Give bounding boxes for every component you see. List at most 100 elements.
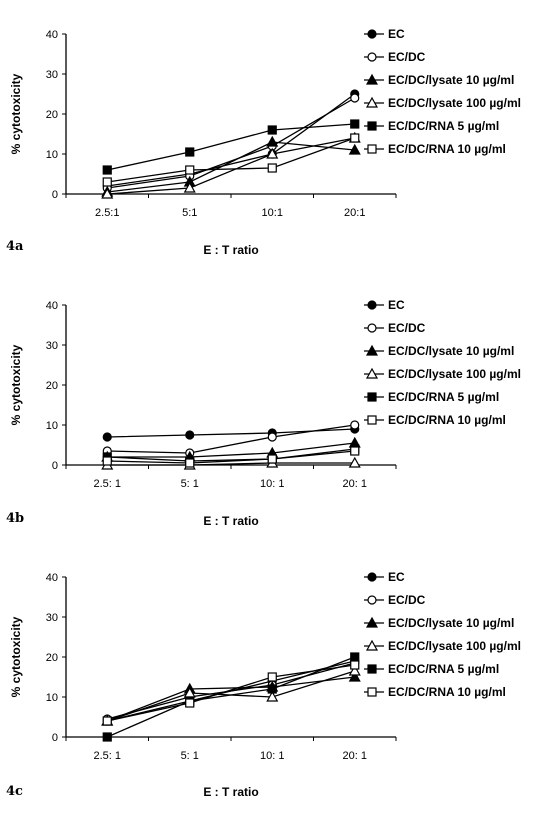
legend-label: EC	[388, 570, 405, 584]
series-line	[107, 442, 355, 458]
legend-marker	[367, 29, 377, 39]
y-axis-label: % cytotoxicity	[9, 344, 23, 425]
data-point	[267, 432, 277, 442]
panel-4c: 0 10 20 30 40 2.5: 1 5: 1 10: 1 20: 1 % cytotoxic…	[6, 570, 521, 799]
legend-label: EC/DC/RNA 5 µg/ml	[388, 662, 499, 676]
legend-entry: EC/DC/lysate 10 µg/ml	[364, 616, 514, 630]
data-point	[350, 446, 360, 456]
legend-marker	[367, 572, 377, 582]
series-line	[107, 93, 356, 187]
x-axis-label: E : T ratio	[203, 785, 258, 799]
y-tick-label: 20	[46, 652, 58, 664]
data-point	[350, 133, 360, 143]
x-tick-label: 20:1	[344, 207, 365, 219]
series-line	[107, 662, 355, 720]
series-line	[107, 448, 355, 462]
legend-label: EC/DC	[388, 593, 426, 607]
series-line	[106, 656, 355, 738]
data-point	[350, 119, 360, 129]
data-point	[183, 181, 196, 193]
series-3	[101, 436, 361, 462]
series-line	[107, 123, 355, 171]
panel-label: 4b	[6, 511, 24, 526]
data-point	[350, 420, 360, 430]
series-1	[102, 424, 360, 442]
legend-label: EC/DC/RNA 10 µg/ml	[388, 685, 506, 699]
data-point	[267, 454, 277, 464]
data-point	[185, 165, 195, 175]
panel-4b: 0 10 20 30 40 2.5: 1 5: 1 10: 1 20: 1 % cytotoxic…	[6, 298, 521, 528]
legend-entry: EC/DC	[364, 50, 426, 64]
y-tick-label: 20	[46, 109, 58, 121]
panel-4a: 0 10 20 30 40 2.5:1 5:1 10:1 20:1 % cytotoxicity E…	[6, 27, 521, 257]
x-tick-label: 2.5:1	[95, 207, 119, 219]
data-point	[102, 456, 112, 466]
x-axis-label: E : T ratio	[203, 243, 258, 257]
series-line	[107, 424, 355, 454]
series-line	[107, 676, 355, 722]
legend-marker	[367, 300, 377, 310]
data-point	[185, 458, 195, 468]
legend-marker	[367, 595, 377, 605]
x-tick-label: 5:1	[182, 207, 197, 219]
panel-label: 4c	[6, 784, 23, 799]
data-point	[350, 652, 360, 662]
data-point	[348, 143, 361, 155]
series-line	[107, 141, 355, 193]
series-line	[107, 450, 355, 464]
series-1	[102, 89, 360, 191]
data-point	[101, 187, 114, 199]
data-point	[348, 664, 361, 676]
legend-marker	[365, 367, 379, 379]
data-point	[266, 147, 279, 159]
y-tick-label: 30	[46, 340, 58, 352]
legend-marker	[365, 96, 379, 108]
legend-entry: EC	[364, 298, 405, 312]
legend-entry: EC/DC/RNA 5 µg/ml	[364, 390, 499, 404]
y-tick-label: 30	[46, 69, 58, 81]
legend-entry: EC/DC	[364, 321, 426, 335]
legend-marker	[367, 52, 377, 62]
x-tick-label: 10:1	[262, 207, 283, 219]
series-5	[102, 119, 360, 175]
data-point	[102, 177, 112, 187]
data-point	[267, 684, 277, 694]
data-point	[102, 732, 112, 742]
x-tick-label: 2.5: 1	[93, 478, 121, 490]
data-point	[348, 670, 361, 682]
legend-label: EC/DC/lysate 10 µg/ml	[388, 73, 514, 87]
legend-label: EC/DC/lysate 100 µg/ml	[388, 367, 521, 381]
legend-marker	[365, 344, 379, 356]
series-line	[107, 137, 355, 195]
legend-label: EC/DC	[388, 50, 426, 64]
x-tick-label: 10: 1	[260, 478, 284, 490]
data-point	[102, 432, 112, 442]
legend-entry: EC/DC/RNA 10 µg/ml	[364, 142, 506, 156]
data-point	[102, 716, 112, 726]
series-3	[101, 670, 361, 726]
x-tick-label: 5: 1	[181, 750, 199, 762]
legend-label: EC	[388, 298, 405, 312]
legend-entry: EC/DC/RNA 10 µg/ml	[364, 685, 506, 699]
data-point	[185, 430, 195, 440]
legend-marker	[365, 616, 379, 628]
legend-label: EC/DC	[388, 321, 426, 335]
legend-label: EC	[388, 27, 405, 41]
legend-entry: EC	[364, 27, 405, 41]
y-tick-label: 40	[46, 300, 58, 312]
legend-entry: EC/DC/lysate 100 µg/ml	[364, 639, 521, 653]
legend-entry: EC/DC	[364, 593, 426, 607]
data-point	[350, 660, 360, 670]
series-5	[102, 652, 360, 742]
series-2	[102, 420, 360, 458]
legend-entry: EC/DC/lysate 100 µg/ml	[364, 367, 521, 381]
legend-label: EC/DC/lysate 10 µg/ml	[388, 616, 514, 630]
legend-entry: EC/DC/RNA 10 µg/ml	[364, 413, 506, 427]
y-tick-label: 40	[46, 572, 58, 584]
legend-entry: EC/DC/lysate 100 µg/ml	[364, 96, 521, 110]
series-6	[102, 446, 360, 468]
data-point	[185, 147, 195, 157]
legend-marker	[367, 121, 377, 131]
y-tick-label: 10	[46, 420, 58, 432]
y-tick-label: 0	[52, 189, 58, 201]
